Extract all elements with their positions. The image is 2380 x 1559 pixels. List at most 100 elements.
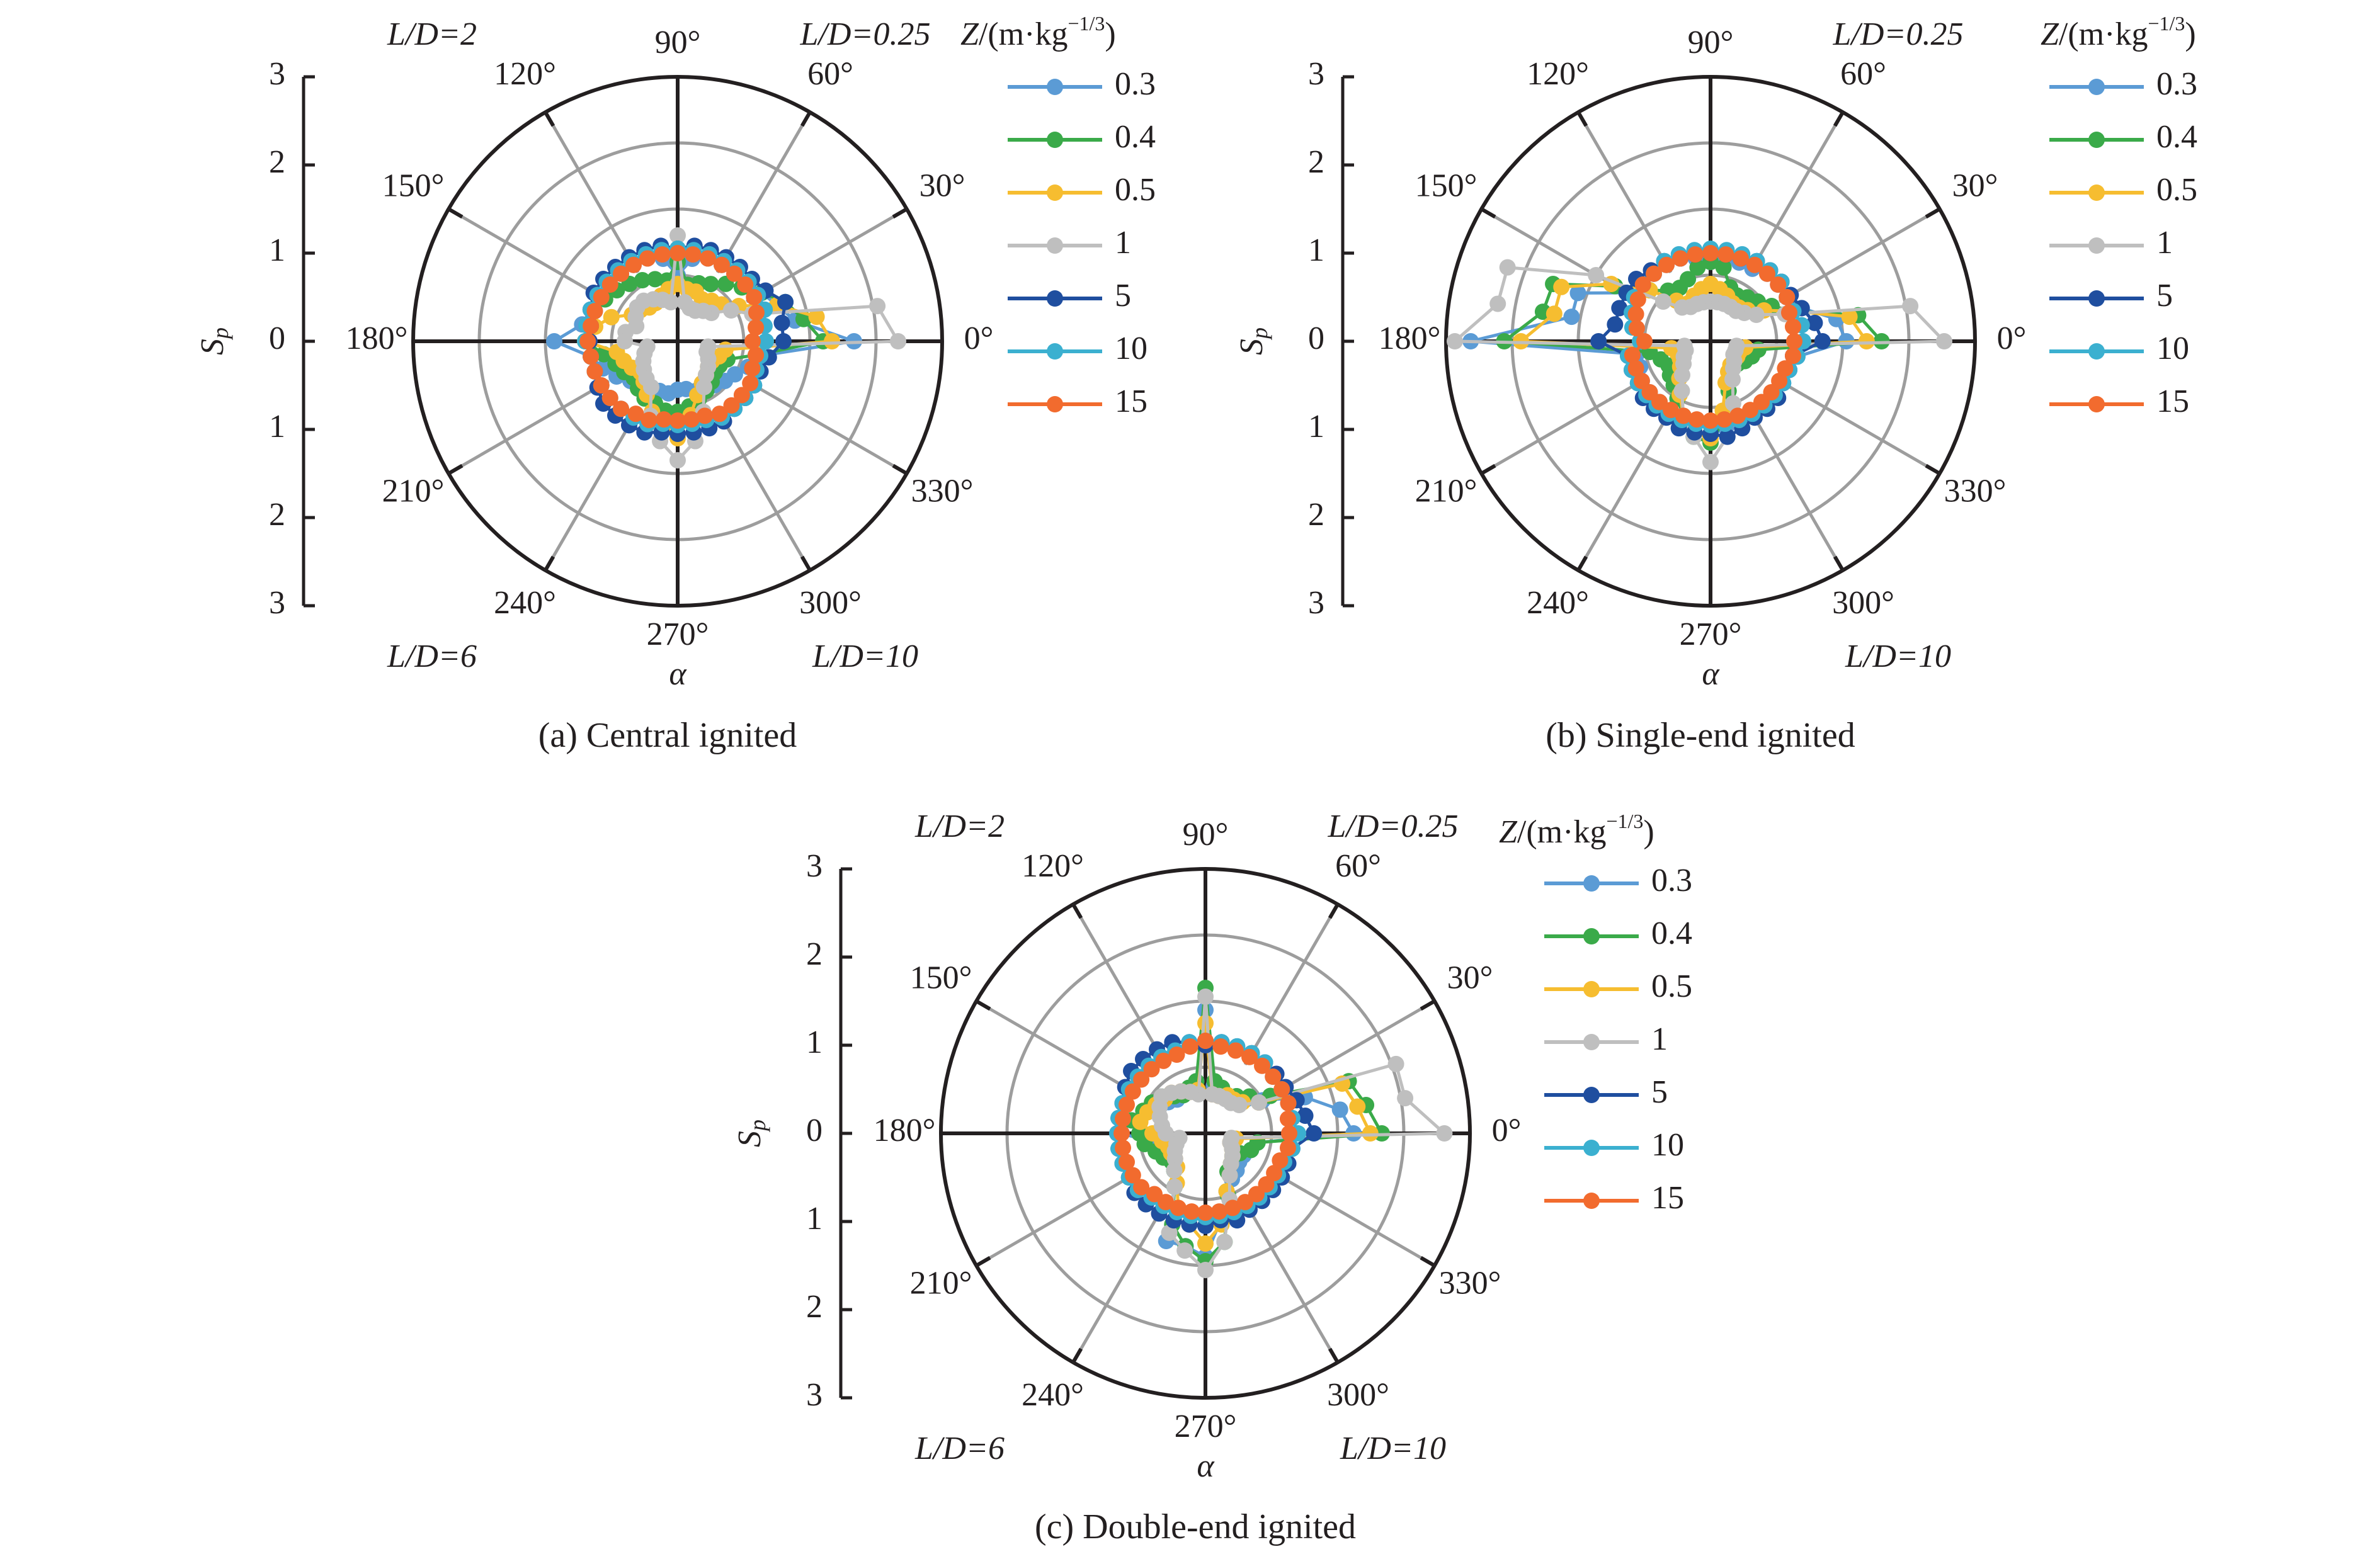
data-point <box>1633 373 1650 389</box>
angle-tick-label: 0° <box>964 320 994 356</box>
legend-item: 1 <box>1544 1021 1668 1057</box>
data-point <box>697 407 714 424</box>
data-point <box>685 246 702 263</box>
legend-item: 1 <box>2049 225 2173 261</box>
data-point <box>1166 1150 1183 1167</box>
angle-tick <box>1328 903 1340 919</box>
data-point <box>1663 402 1679 419</box>
radial-tick-label: 3 <box>806 1377 823 1413</box>
data-point <box>1786 333 1802 349</box>
angle-tick <box>1480 207 1496 219</box>
legend-swatch-marker <box>1583 875 1600 892</box>
series-15 <box>1624 245 1802 429</box>
data-point <box>654 246 671 263</box>
data-point <box>1590 333 1607 349</box>
data-point <box>1197 1205 1214 1221</box>
data-point <box>641 411 658 428</box>
legend-item: 0.3 <box>2049 66 2197 102</box>
legend-title-unit: /(m·kg <box>979 16 1068 52</box>
legend-title-close: ) <box>2185 16 2195 52</box>
quadrant-label-q4: L/D=10 <box>1340 1431 1446 1466</box>
angle-tick-label: 30° <box>920 167 965 203</box>
data-point <box>1717 246 1734 263</box>
data-point <box>723 397 740 414</box>
data-point <box>1636 333 1653 349</box>
data-point <box>1746 256 1763 273</box>
data-point <box>1702 412 1719 429</box>
radial-tick-label: 2 <box>806 936 823 972</box>
data-point <box>593 377 610 394</box>
angle-tick-label: 90° <box>655 25 701 60</box>
data-point <box>1763 383 1780 400</box>
angle-tick-label: 270° <box>1680 616 1742 652</box>
legend-swatch-marker <box>2088 290 2105 307</box>
angle-tick-label: 60° <box>807 56 853 92</box>
y-axis-label: Sp <box>1234 327 1272 355</box>
legend-swatch-marker <box>1583 981 1600 997</box>
angle-tick-label: 180° <box>346 320 408 356</box>
angle-tick-label: 300° <box>799 585 862 621</box>
data-point <box>742 375 759 392</box>
angle-spoke <box>1748 409 1845 571</box>
data-point <box>1223 1130 1240 1147</box>
data-point <box>1115 1140 1132 1157</box>
quadrant-label-q3: L/D=6 <box>387 638 477 674</box>
legend-item: 15 <box>2049 383 2189 419</box>
y-axis-label: Sp <box>732 1120 770 1147</box>
y-axis-label-sub: p <box>1247 327 1272 341</box>
angle-tick <box>1480 463 1496 475</box>
angle-tick-label: 270° <box>647 616 709 652</box>
data-point <box>890 333 906 349</box>
legend-label: 0.3 <box>2156 66 2197 102</box>
data-point <box>1770 276 1787 293</box>
data-point <box>1331 1101 1348 1118</box>
data-point <box>1281 1125 1297 1142</box>
legend-item: 0.5 <box>2049 172 2197 208</box>
data-point <box>1728 337 1745 354</box>
angle-spoke <box>1071 904 1168 1066</box>
data-point <box>1204 1086 1221 1103</box>
data-point <box>1197 1033 1214 1049</box>
data-point <box>601 389 618 406</box>
data-point <box>1113 1125 1130 1142</box>
radial-tick-label: 1 <box>1308 409 1324 445</box>
angle-spoke <box>745 207 908 303</box>
data-point <box>1673 382 1690 399</box>
data-point <box>625 256 642 273</box>
data-point <box>744 333 761 349</box>
data-point <box>1569 285 1586 302</box>
radial-tick-label: 0 <box>806 1113 823 1148</box>
angle-tick <box>1833 555 1845 572</box>
legend-label: 1 <box>1115 225 1131 261</box>
data-point <box>1387 1055 1404 1072</box>
data-point <box>1436 1125 1453 1142</box>
y-axis-label: Sp <box>195 327 233 355</box>
data-point <box>1181 1038 1199 1055</box>
data-point <box>627 405 644 422</box>
legend-label: 1 <box>1651 1021 1668 1057</box>
data-point <box>1499 259 1516 276</box>
data-point <box>1297 1108 1314 1125</box>
data-point <box>583 348 600 365</box>
data-point <box>824 333 840 349</box>
data-point <box>1784 348 1801 365</box>
legend-item: 0.4 <box>1544 916 1692 951</box>
data-point <box>1902 298 1919 315</box>
legend-item: 10 <box>2049 331 2189 366</box>
angle-tick-label: 240° <box>1022 1377 1084 1413</box>
legend-swatch-marker <box>1047 184 1063 201</box>
angle-tick-label: 120° <box>1022 848 1084 884</box>
legend-swatch-marker <box>2088 79 2105 95</box>
data-point <box>744 360 761 377</box>
data-point <box>656 411 673 428</box>
legend-swatch-marker <box>1583 1193 1600 1209</box>
angle-tick <box>1576 555 1588 572</box>
data-point <box>669 245 686 261</box>
data-point <box>1588 267 1605 283</box>
data-point <box>669 452 686 468</box>
legend-item: 0.4 <box>2049 119 2197 155</box>
data-point <box>722 302 739 319</box>
angle-tick <box>1071 903 1083 919</box>
data-point <box>726 265 743 282</box>
